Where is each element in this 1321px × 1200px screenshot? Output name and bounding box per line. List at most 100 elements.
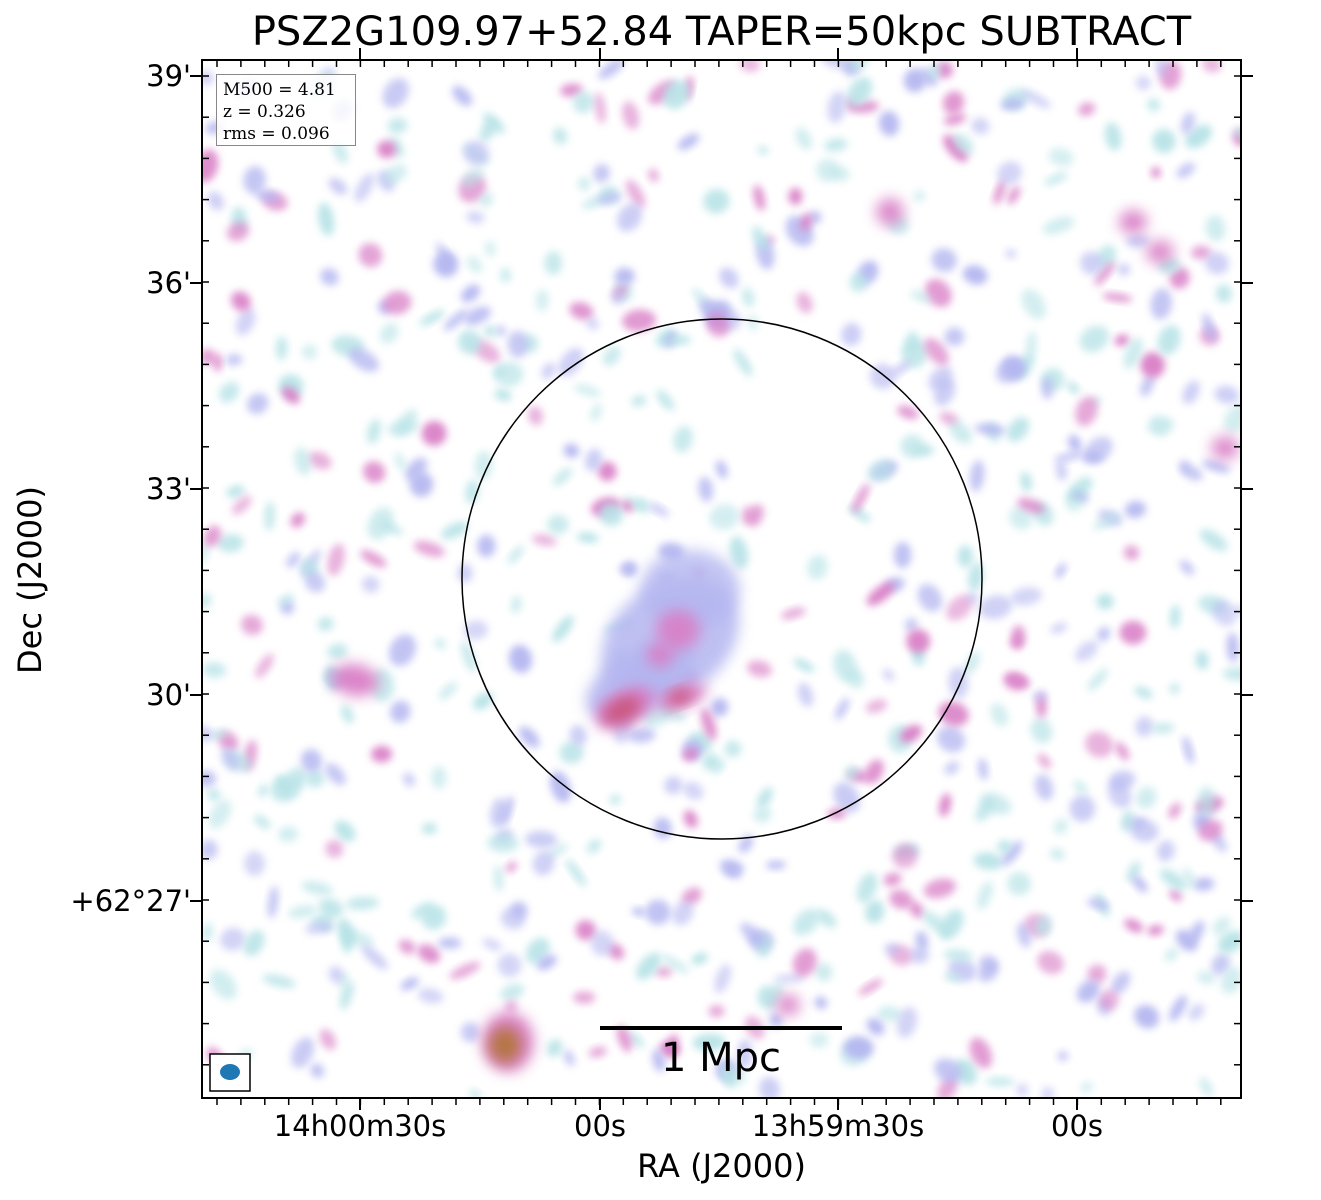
noise-blob xyxy=(1179,460,1190,473)
noise-blob xyxy=(1222,667,1241,681)
noise-blob xyxy=(361,576,380,593)
noise-blob xyxy=(729,536,749,570)
noise-blob xyxy=(1226,632,1239,663)
noise-blob xyxy=(294,447,312,476)
noise-blob xyxy=(546,1039,563,1057)
noise-blob xyxy=(479,193,493,208)
noise-blob xyxy=(525,830,558,849)
noise-blob xyxy=(377,140,397,159)
noise-blob xyxy=(841,322,862,347)
noise-blob xyxy=(660,954,690,974)
noise-blob xyxy=(484,240,496,257)
noise-blob xyxy=(946,594,973,621)
noise-blob xyxy=(971,117,990,135)
noise-blob xyxy=(417,944,441,964)
noise-blob xyxy=(1215,284,1232,303)
noise-blob xyxy=(710,697,729,717)
noise-blob xyxy=(202,662,227,678)
noise-blob xyxy=(449,961,481,980)
noise-blob xyxy=(1220,967,1241,994)
noise-blob xyxy=(627,727,656,743)
noise-blob xyxy=(1135,716,1154,737)
noise-blob xyxy=(889,889,913,909)
noise-blob xyxy=(1152,128,1176,154)
noise-blob xyxy=(547,843,568,859)
noise-blob xyxy=(586,317,599,330)
noise-blob xyxy=(320,268,339,286)
noise-blob xyxy=(243,166,266,194)
noise-blob xyxy=(1212,599,1237,627)
noise-blob xyxy=(484,325,497,337)
x-axis-label: RA (J2000) xyxy=(637,1147,806,1185)
noise-blob xyxy=(360,550,387,568)
noise-blob xyxy=(301,880,333,896)
noise-blob xyxy=(952,133,974,155)
noise-blob xyxy=(934,1058,963,1083)
noise-blob xyxy=(1080,251,1104,276)
emission-blob xyxy=(331,663,379,697)
noise-blob xyxy=(797,682,814,707)
noise-blob xyxy=(1151,167,1161,178)
noise-blob xyxy=(808,210,822,225)
emission-blob xyxy=(489,1027,521,1063)
noise-blob xyxy=(1041,1086,1054,1098)
noise-blob xyxy=(1001,840,1023,866)
noise-blob xyxy=(997,161,1022,185)
noise-blob xyxy=(482,112,505,134)
noise-blob xyxy=(490,797,508,828)
noise-blob xyxy=(1156,840,1175,862)
noise-blob xyxy=(1197,786,1216,817)
noise-blob xyxy=(757,145,769,156)
noise-blob xyxy=(464,306,491,326)
noise-blob xyxy=(318,202,335,236)
noise-blob xyxy=(1005,249,1017,259)
noise-blob xyxy=(635,498,648,508)
noise-blob xyxy=(264,501,275,531)
noise-blob xyxy=(411,902,434,919)
noise-blob xyxy=(1094,261,1115,286)
noise-blob xyxy=(1198,819,1223,841)
noise-blob xyxy=(417,988,444,1004)
noise-blob xyxy=(619,564,636,574)
noise-blob xyxy=(1115,741,1130,761)
noise-blob xyxy=(931,248,957,273)
noise-blob xyxy=(361,945,388,970)
noise-blob xyxy=(835,697,850,720)
noise-blob xyxy=(572,91,595,114)
emission-blob xyxy=(1211,436,1239,460)
noise-blob xyxy=(413,540,445,557)
noise-blob xyxy=(1006,417,1030,442)
noise-blob xyxy=(1109,770,1136,790)
noise-blob xyxy=(896,1006,918,1038)
noise-blob xyxy=(536,954,557,971)
x-tick-label: 13h59m30s xyxy=(751,1109,925,1143)
noise-blob xyxy=(253,814,271,830)
noise-blob xyxy=(586,839,602,854)
noise-blob xyxy=(1087,964,1107,984)
noise-blob xyxy=(1199,529,1228,551)
noise-blob xyxy=(1054,451,1084,463)
noise-blob xyxy=(1157,325,1181,355)
noise-blob xyxy=(202,726,213,742)
noise-blob xyxy=(669,335,691,346)
noise-blob xyxy=(593,163,610,183)
noise-blob xyxy=(774,974,805,984)
noise-blob xyxy=(957,545,973,568)
noise-blob xyxy=(942,90,965,115)
noise-blob xyxy=(341,704,354,724)
noise-blob xyxy=(897,405,919,420)
noise-blob xyxy=(747,504,764,527)
noise-blob xyxy=(792,948,817,977)
noise-blob xyxy=(614,267,635,285)
axis-ticks xyxy=(190,48,1253,1110)
plot-title: PSZ2G109.97+52.84 TAPER=50kpc SUBTRACT xyxy=(251,9,1192,55)
y-tick-label: 30' xyxy=(146,678,191,712)
noise-blob xyxy=(1217,930,1241,954)
noise-blob xyxy=(565,858,587,887)
noise-blob xyxy=(978,960,999,983)
noise-blob xyxy=(1035,915,1052,937)
noise-blob xyxy=(402,772,416,787)
mass-text: M500 = 4.81 xyxy=(223,80,336,100)
noise-blob xyxy=(939,411,958,425)
noise-blob xyxy=(1159,869,1188,891)
